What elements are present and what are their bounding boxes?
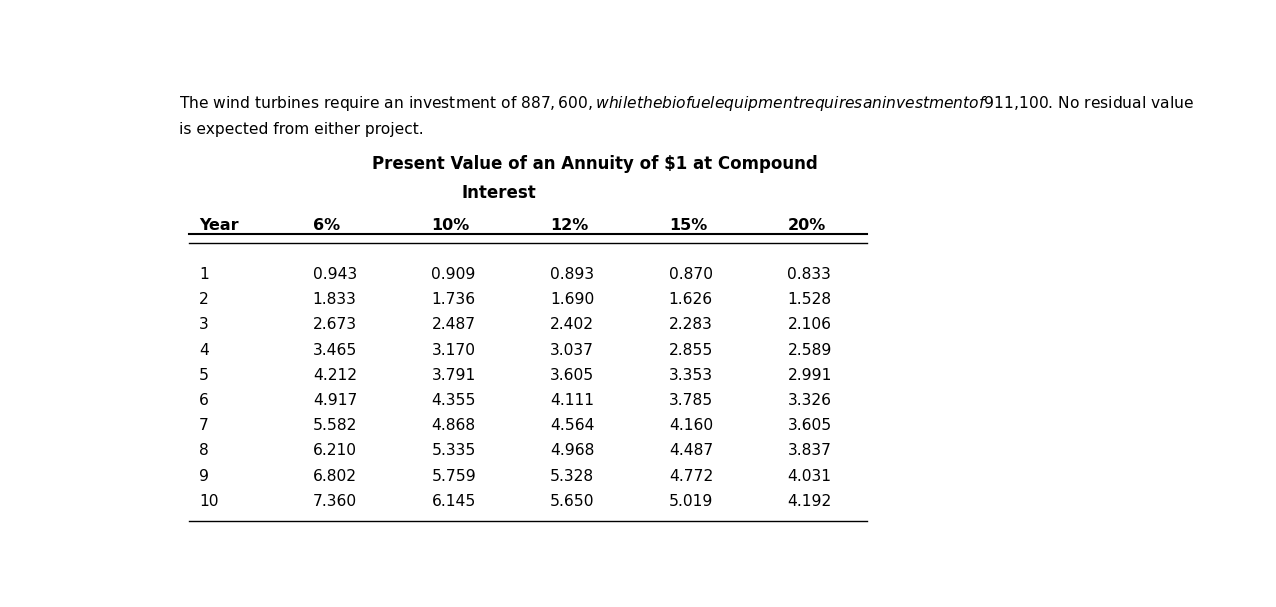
Text: 6.802: 6.802 bbox=[313, 469, 357, 484]
Text: 4.160: 4.160 bbox=[669, 418, 713, 433]
Text: 4.968: 4.968 bbox=[550, 444, 595, 458]
Text: 5.650: 5.650 bbox=[550, 494, 595, 509]
Text: 3.791: 3.791 bbox=[431, 368, 476, 383]
Text: 3.605: 3.605 bbox=[787, 418, 832, 433]
Text: 2: 2 bbox=[199, 292, 209, 307]
Text: 5.759: 5.759 bbox=[431, 469, 476, 484]
Text: 3.837: 3.837 bbox=[787, 444, 832, 458]
Text: Year: Year bbox=[199, 218, 239, 232]
Text: 0.833: 0.833 bbox=[787, 267, 832, 282]
Text: 5.328: 5.328 bbox=[550, 469, 595, 484]
Text: is expected from either project.: is expected from either project. bbox=[179, 122, 424, 137]
Text: 2.991: 2.991 bbox=[787, 368, 832, 383]
Text: 10%: 10% bbox=[431, 218, 470, 232]
Text: 4.564: 4.564 bbox=[550, 418, 595, 433]
Text: 0.870: 0.870 bbox=[669, 267, 713, 282]
Text: 4.868: 4.868 bbox=[431, 418, 476, 433]
Text: 12%: 12% bbox=[550, 218, 588, 232]
Text: The wind turbines require an investment of $887,600, while the biofuel equipment: The wind turbines require an investment … bbox=[179, 94, 1194, 113]
Text: 4.355: 4.355 bbox=[431, 393, 476, 408]
Text: 8: 8 bbox=[199, 444, 209, 458]
Text: 5: 5 bbox=[199, 368, 209, 383]
Text: 6.145: 6.145 bbox=[431, 494, 476, 509]
Text: 0.893: 0.893 bbox=[550, 267, 595, 282]
Text: 7.360: 7.360 bbox=[313, 494, 357, 509]
Text: 5.582: 5.582 bbox=[313, 418, 357, 433]
Text: 1: 1 bbox=[199, 267, 209, 282]
Text: 3.353: 3.353 bbox=[669, 368, 713, 383]
Text: 2.855: 2.855 bbox=[669, 342, 713, 358]
Text: 3.465: 3.465 bbox=[313, 342, 357, 358]
Text: 4.192: 4.192 bbox=[787, 494, 832, 509]
Text: 2.487: 2.487 bbox=[431, 317, 476, 332]
Text: 4.111: 4.111 bbox=[550, 393, 595, 408]
Text: 5.019: 5.019 bbox=[669, 494, 713, 509]
Text: 7: 7 bbox=[199, 418, 209, 433]
Text: 4.917: 4.917 bbox=[313, 393, 357, 408]
Text: 9: 9 bbox=[199, 469, 209, 484]
Text: 4: 4 bbox=[199, 342, 209, 358]
Text: 4.031: 4.031 bbox=[787, 469, 832, 484]
Text: 10: 10 bbox=[199, 494, 218, 509]
Text: 2.673: 2.673 bbox=[313, 317, 357, 332]
Text: 1.736: 1.736 bbox=[431, 292, 476, 307]
Text: Present Value of an Annuity of $1 at Compound: Present Value of an Annuity of $1 at Com… bbox=[373, 155, 818, 172]
Text: 3.605: 3.605 bbox=[550, 368, 595, 383]
Text: 3.785: 3.785 bbox=[669, 393, 713, 408]
Text: 3.170: 3.170 bbox=[431, 342, 476, 358]
Text: 2.402: 2.402 bbox=[550, 317, 595, 332]
Text: 3.037: 3.037 bbox=[550, 342, 595, 358]
Text: 1.690: 1.690 bbox=[550, 292, 595, 307]
Text: 6: 6 bbox=[199, 393, 209, 408]
Text: Interest: Interest bbox=[461, 184, 536, 202]
Text: 6%: 6% bbox=[313, 218, 339, 232]
Text: 4.487: 4.487 bbox=[669, 444, 713, 458]
Text: 6.210: 6.210 bbox=[313, 444, 357, 458]
Text: 1.833: 1.833 bbox=[313, 292, 357, 307]
Text: 1.626: 1.626 bbox=[669, 292, 713, 307]
Text: 20%: 20% bbox=[787, 218, 826, 232]
Text: 0.909: 0.909 bbox=[431, 267, 476, 282]
Text: 2.106: 2.106 bbox=[787, 317, 832, 332]
Text: 4.772: 4.772 bbox=[669, 469, 713, 484]
Text: 4.212: 4.212 bbox=[313, 368, 357, 383]
Text: 1.528: 1.528 bbox=[787, 292, 832, 307]
Text: 3: 3 bbox=[199, 317, 209, 332]
Text: 15%: 15% bbox=[669, 218, 707, 232]
Text: 5.335: 5.335 bbox=[431, 444, 476, 458]
Text: 0.943: 0.943 bbox=[313, 267, 357, 282]
Text: 2.283: 2.283 bbox=[669, 317, 713, 332]
Text: 3.326: 3.326 bbox=[787, 393, 832, 408]
Text: 2.589: 2.589 bbox=[787, 342, 832, 358]
